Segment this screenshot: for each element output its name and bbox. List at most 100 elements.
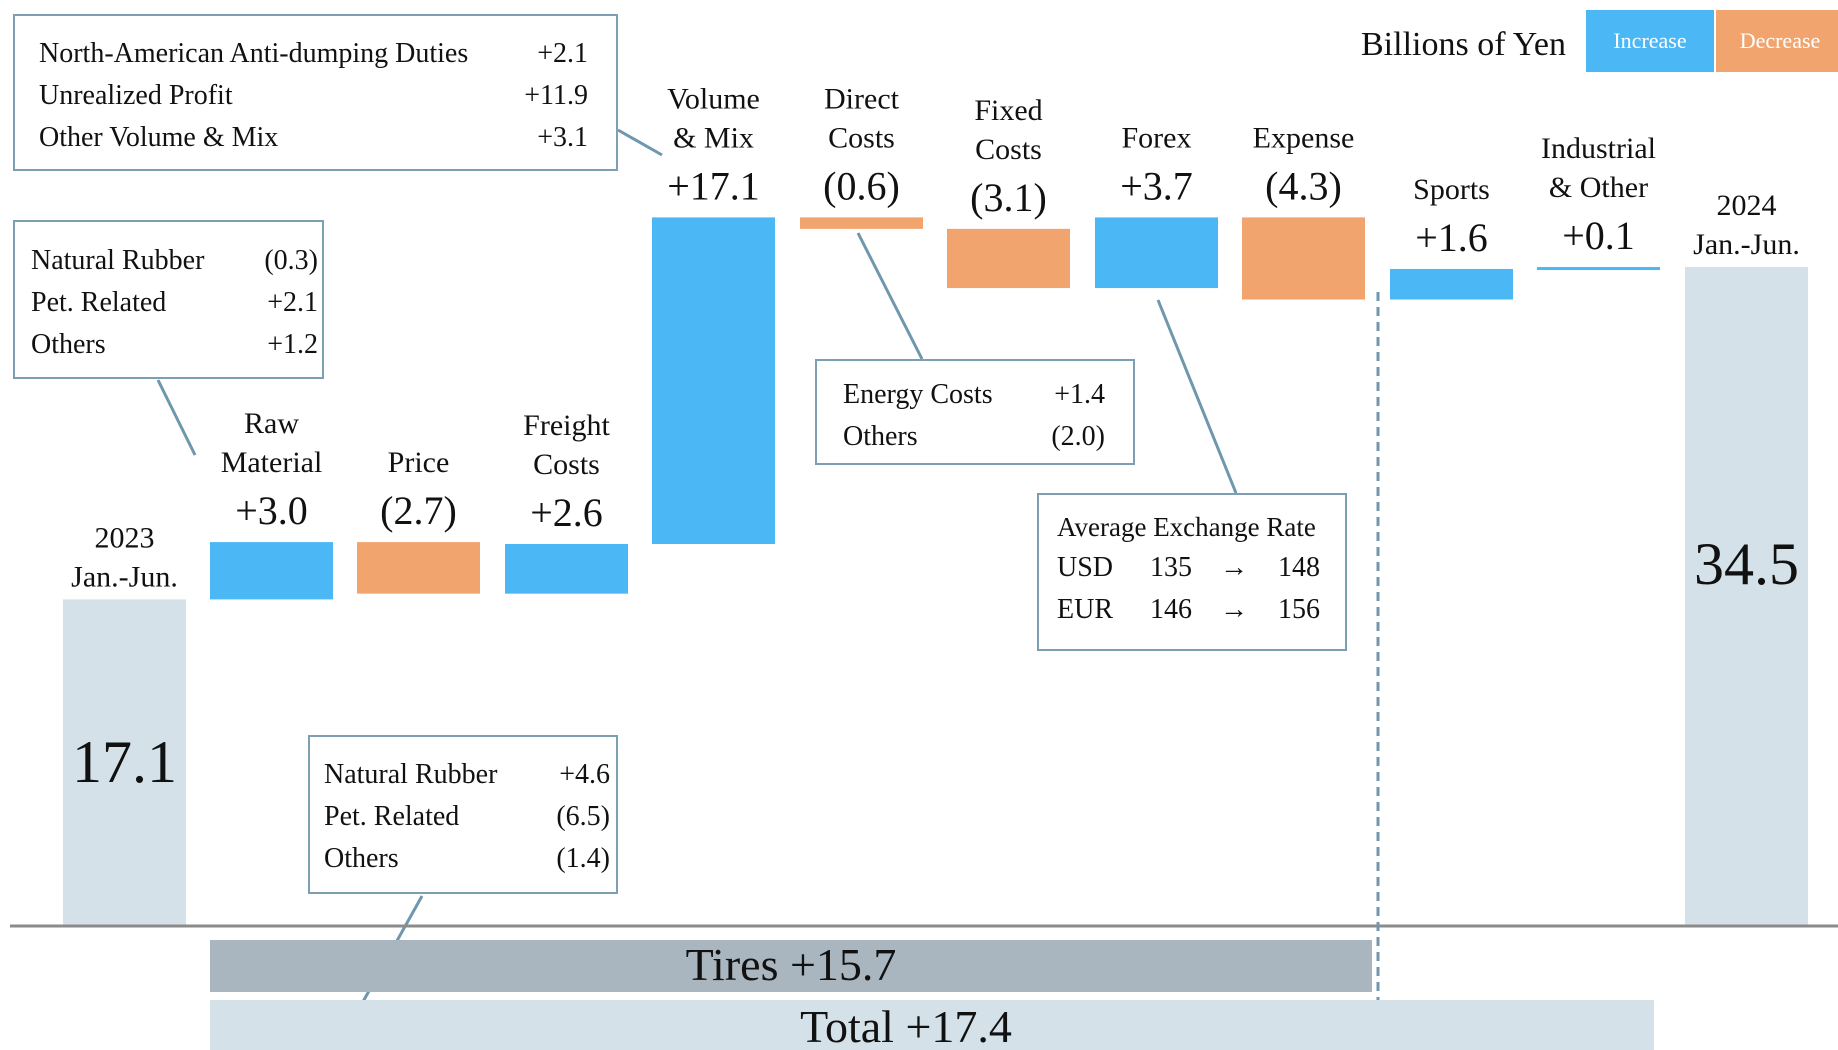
category-label: 2024 — [1717, 189, 1777, 222]
raw-material-breakdown: Natural Rubber (0.3) Pet. Related +2.1 Oth… — [13, 220, 324, 379]
category-label: Jan.-Jun. — [1693, 228, 1800, 261]
category-label: Costs — [828, 121, 895, 154]
breakdown-item: Energy Costs — [843, 379, 993, 410]
breakdown-row: Pet. Related +2.1 — [31, 282, 318, 324]
category-label: Forex — [1122, 121, 1192, 154]
rate-to: 148 — [1278, 552, 1320, 583]
bar-forex — [1095, 217, 1218, 289]
exchange-rate-title: Average Exchange Rate — [1057, 512, 1316, 542]
price-breakdown: Natural Rubber +4.6 Pet. Related (6.5) Oth… — [308, 735, 618, 894]
breakdown-value: +2.1 — [537, 38, 588, 69]
value-label: (4.3) — [1265, 163, 1342, 208]
bar-sports — [1390, 268, 1513, 300]
bar-fixed-costs — [947, 228, 1070, 289]
category-label: Jan.-Jun. — [71, 560, 178, 593]
bar-raw-material — [210, 542, 333, 600]
breakdown-row: Pet. Related (6.5) — [324, 796, 610, 838]
breakdown-row: Other Volume & Mix +3.1 — [39, 117, 588, 159]
category-label: 2023 — [95, 521, 155, 554]
arrow-icon: → — [1220, 552, 1248, 583]
breakdown-value: +1.2 — [267, 329, 318, 360]
rate-to: 156 — [1278, 594, 1320, 625]
total-band — [210, 1000, 1654, 1050]
breakdown-row: North-American Anti-dumping Duties +2.1 — [39, 33, 588, 75]
breakdown-row: Energy Costs +1.4 — [843, 374, 1105, 416]
breakdown-row: Natural Rubber +4.6 — [324, 754, 610, 796]
value-label: +3.0 — [235, 488, 308, 533]
value-label: +1.6 — [1415, 215, 1488, 260]
exchange-rate-row: USD 135 → 148 — [1057, 547, 1333, 589]
breakdown-row: Others (2.0) — [843, 416, 1105, 458]
breakdown-value: (0.3) — [264, 245, 318, 276]
category-label: Raw — [244, 407, 299, 440]
callout-connector — [1156, 299, 1238, 494]
callout-connector — [156, 379, 197, 456]
category-label: Volume — [667, 82, 760, 115]
category-label: Costs — [975, 133, 1042, 166]
bar-direct-costs — [800, 217, 923, 229]
bar-expense — [1242, 217, 1365, 300]
category-label: Sports — [1413, 173, 1490, 206]
currency: USD — [1057, 552, 1114, 583]
bar-volume-mix — [652, 217, 775, 544]
breakdown-item: Others — [843, 421, 918, 452]
breakdown-item: Unrealized Profit — [39, 80, 233, 111]
legend-increase: Increase — [1586, 10, 1714, 72]
value-label: +3.7 — [1120, 163, 1193, 208]
legend-decrease: Decrease — [1716, 10, 1838, 72]
rate-from: 146 — [1150, 594, 1192, 625]
value-label: +0.1 — [1562, 213, 1635, 258]
category-label: Fixed — [974, 94, 1042, 127]
breakdown-item: Natural Rubber — [31, 245, 205, 276]
callout-connector — [856, 232, 924, 360]
breakdown-item: Natural Rubber — [324, 759, 498, 790]
unit-label: Billions of Yen — [1361, 26, 1566, 63]
category-label: Freight — [523, 409, 610, 442]
category-label: & Mix — [673, 121, 754, 154]
breakdown-value: +2.1 — [267, 287, 318, 318]
breakdown-value: (2.0) — [1051, 421, 1105, 452]
breakdown-item: Other Volume & Mix — [39, 122, 279, 153]
breakdown-row: Unrealized Profit +11.9 — [39, 75, 588, 117]
category-label: Industrial — [1541, 132, 1656, 165]
breakdown-value: +11.9 — [524, 80, 588, 111]
breakdown-value: (6.5) — [556, 801, 610, 832]
bar-2023-jan-jun — [63, 599, 186, 926]
breakdown-item: Others — [324, 843, 399, 874]
tires-total-label: Tires +15.7 — [686, 939, 897, 990]
value-label: (2.7) — [380, 488, 457, 533]
value-label: 17.1 — [72, 729, 177, 795]
value-label: 34.5 — [1694, 531, 1799, 597]
rate-from: 135 — [1150, 552, 1192, 583]
value-label: (0.6) — [823, 163, 900, 208]
breakdown-item: North-American Anti-dumping Duties — [39, 38, 469, 69]
exchange-rate-box: Average Exchange Rate USD 135 → 148 EUR … — [1037, 493, 1347, 651]
breakdown-row: Others (1.4) — [324, 838, 610, 880]
bar-2024-jan-jun — [1685, 267, 1808, 926]
bar-industrial-other — [1537, 267, 1660, 271]
breakdown-item: Pet. Related — [31, 287, 167, 318]
category-label: Material — [221, 446, 323, 479]
value-label: (3.1) — [970, 175, 1047, 220]
bar-freight-costs — [505, 544, 628, 594]
callout-connector — [617, 128, 663, 157]
category-label: Direct — [824, 82, 900, 115]
category-label: Price — [388, 446, 450, 479]
value-label: +17.1 — [667, 163, 760, 208]
breakdown-value: (1.4) — [556, 843, 610, 874]
breakdown-item: Pet. Related — [324, 801, 460, 832]
category-label: & Other — [1549, 171, 1648, 204]
tires-band — [210, 940, 1372, 992]
category-label: Costs — [533, 448, 600, 481]
bar-price — [357, 542, 480, 594]
direct-costs-breakdown: Energy Costs +1.4 Others (2.0) — [815, 359, 1135, 465]
breakdown-row: Natural Rubber (0.3) — [31, 240, 318, 282]
category-label: Expense — [1253, 121, 1355, 154]
breakdown-item: Others — [31, 329, 106, 360]
breakdown-row: Others +1.2 — [31, 324, 318, 366]
currency: EUR — [1057, 594, 1113, 625]
exchange-rate-row: EUR 146 → 156 — [1057, 589, 1333, 631]
breakdown-value: +4.6 — [559, 759, 610, 790]
breakdown-value: +1.4 — [1054, 379, 1105, 410]
volume-mix-breakdown: North-American Anti-dumping Duties +2.1 U… — [13, 14, 618, 171]
